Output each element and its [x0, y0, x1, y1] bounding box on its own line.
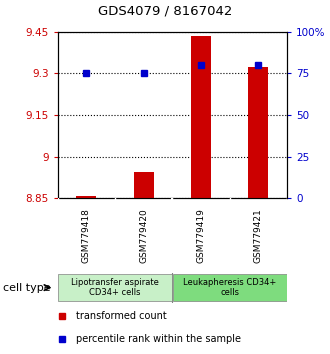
Text: GDS4079 / 8167042: GDS4079 / 8167042: [98, 5, 232, 18]
Bar: [191, 36, 211, 198]
Text: Leukapheresis CD34+
cells: Leukapheresis CD34+ cells: [183, 278, 277, 297]
Text: transformed count: transformed count: [76, 311, 167, 321]
Text: percentile rank within the sample: percentile rank within the sample: [76, 333, 241, 343]
Bar: [58, 274, 172, 302]
Text: cell type: cell type: [3, 282, 51, 293]
Text: GSM779418: GSM779418: [82, 208, 91, 263]
Bar: [248, 67, 269, 198]
Text: GSM779419: GSM779419: [197, 208, 206, 263]
Bar: [76, 196, 96, 198]
Bar: [173, 274, 286, 302]
Text: GSM779421: GSM779421: [254, 208, 263, 263]
Text: Lipotransfer aspirate
CD34+ cells: Lipotransfer aspirate CD34+ cells: [71, 278, 159, 297]
Text: GSM779420: GSM779420: [139, 208, 148, 263]
Bar: [134, 172, 154, 198]
